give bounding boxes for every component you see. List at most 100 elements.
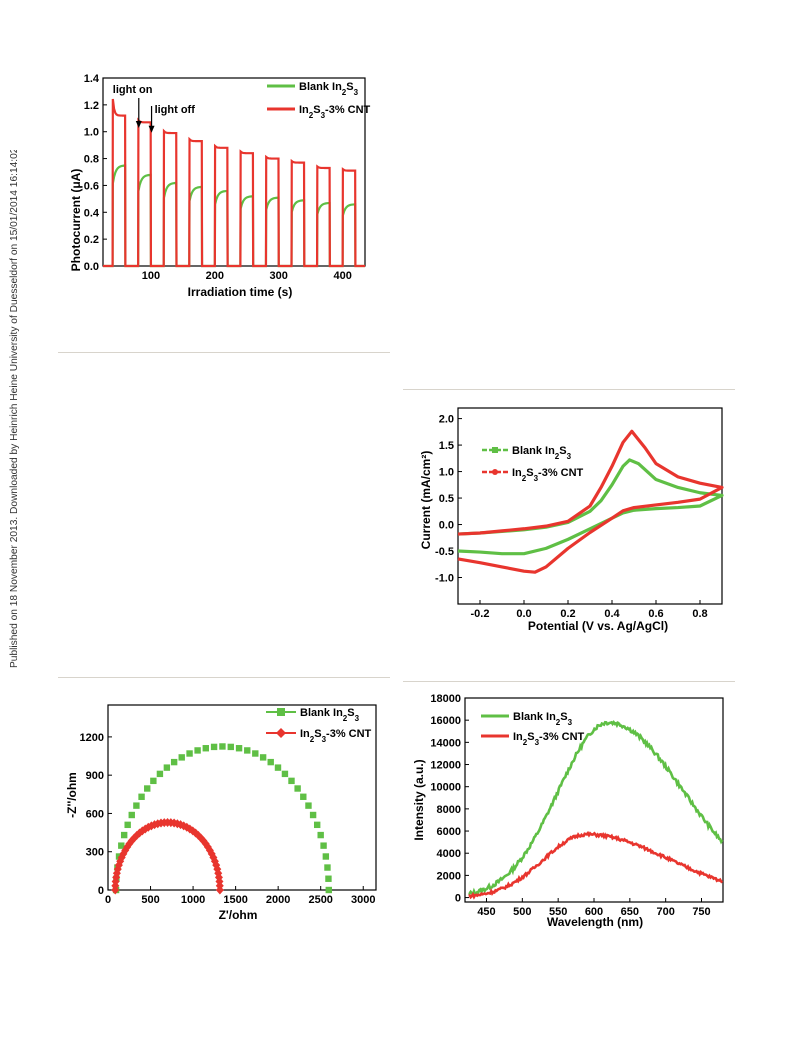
- x-tick-label: 450: [477, 906, 495, 918]
- nyquist-chart: -Z''/ohm Z'/ohm 0 500 1000 1500 2000 2500 3000…: [65, 704, 377, 922]
- x-tick-label: 0.8: [692, 608, 707, 620]
- y-tick-label: 0: [98, 885, 104, 897]
- y-tick-label: 8000: [437, 804, 461, 816]
- y-tick-label: 18000: [430, 693, 461, 705]
- x-axis-label: Z'/ohm: [219, 908, 258, 922]
- y-tick-label: 0.5: [439, 493, 454, 505]
- data-point: [213, 864, 222, 874]
- data-point: [227, 743, 234, 751]
- data-point: [133, 802, 140, 809]
- data-point: [215, 885, 224, 895]
- x-tick-label: 1000: [181, 894, 205, 906]
- x-tick-label: 2500: [308, 894, 332, 906]
- data-point: [252, 750, 259, 757]
- data-point: [205, 845, 214, 855]
- y-tick-label: 6000: [437, 826, 461, 838]
- x-tick-label: 400: [333, 270, 351, 282]
- data-point: [123, 842, 132, 852]
- legend-label-blank: Blank In2S3: [299, 81, 359, 97]
- x-tick-label: 0.0: [516, 608, 531, 620]
- series-line: [457, 429, 724, 574]
- y-tick-label: 1.4: [84, 73, 100, 85]
- x-tick-label: 0: [105, 894, 111, 906]
- series-line: [103, 164, 365, 268]
- y-tick-label: 1.0: [84, 127, 99, 139]
- legend-label-cnt: In2S3-3% CNT: [512, 467, 584, 483]
- y-tick-label: 2.0: [439, 414, 454, 426]
- divider-2: [403, 389, 735, 390]
- data-point: [281, 770, 289, 778]
- y-tick-label: 10000: [430, 782, 461, 794]
- x-tick-label: 500: [513, 906, 531, 918]
- data-point: [118, 842, 125, 849]
- plot-frame: [457, 407, 723, 605]
- y-tick-label: 1200: [80, 732, 104, 744]
- divider-4: [403, 681, 735, 682]
- data-point: [128, 811, 135, 819]
- x-tick-label: 300: [270, 270, 288, 282]
- data-point: [325, 886, 332, 894]
- legend-label-blank: Blank In2S3: [513, 711, 573, 727]
- pl-chart: Intensity (a.u.) Wavelength (nm) 450 500 5…: [412, 693, 724, 929]
- data-point: [244, 747, 251, 754]
- x-axis-label: Wavelength (nm): [547, 915, 643, 929]
- y-tick-label: 0.4: [84, 207, 100, 219]
- y-tick-label: 1.5: [439, 440, 454, 452]
- data-point: [288, 777, 295, 785]
- y-axis-label: -Z''/ohm: [65, 772, 79, 818]
- data-point: [163, 764, 171, 771]
- y-tick-label: -0.5: [435, 546, 454, 558]
- x-tick-label: 0.4: [604, 608, 620, 620]
- annotation-light-off: light off: [155, 104, 196, 116]
- data-point: [210, 743, 218, 751]
- legend-label-cnt: In2S3-3% CNT: [300, 728, 372, 744]
- legend-marker: [492, 469, 498, 475]
- y-tick-label: -1.0: [435, 573, 454, 585]
- x-tick-label: 750: [692, 906, 710, 918]
- data-point: [125, 839, 134, 849]
- series-line: [468, 720, 724, 898]
- arrow-head: [148, 125, 155, 133]
- legend-label-blank: Blank In2S3: [512, 445, 572, 461]
- side-note: Published on 18 November 2013. Downloade…: [3, 145, 23, 670]
- data-point: [156, 770, 164, 778]
- y-tick-label: 600: [86, 808, 104, 820]
- data-point: [144, 785, 151, 792]
- plot-frame: [107, 704, 377, 891]
- x-axis-label: Irradiation time (s): [188, 285, 293, 299]
- x-tick-label: 0.2: [560, 608, 575, 620]
- x-tick-label: 0.6: [648, 608, 663, 620]
- y-tick-label: 0: [455, 893, 461, 905]
- arrow-head: [135, 121, 142, 129]
- data-point: [138, 793, 145, 800]
- y-tick-label: 0.6: [84, 180, 99, 192]
- data-point: [179, 821, 188, 831]
- data-point: [214, 872, 223, 882]
- data-point: [116, 856, 125, 866]
- annotation-light-on: light on: [113, 84, 153, 96]
- data-point: [219, 743, 226, 750]
- data-point: [114, 860, 123, 870]
- data-point: [202, 745, 209, 752]
- y-tick-label: 14000: [430, 737, 461, 749]
- data-point: [294, 785, 301, 792]
- legend-marker: [492, 447, 498, 453]
- data-point: [322, 853, 330, 860]
- data-point: [120, 831, 128, 839]
- photocurrent-chart: Photocurrent (μA) Irradiation time (s) 1…: [69, 73, 371, 299]
- data-point: [274, 764, 282, 771]
- x-tick-label: 3000: [351, 894, 375, 906]
- legend-marker: [276, 728, 286, 738]
- data-point: [186, 750, 193, 757]
- data-point: [267, 758, 274, 766]
- y-tick-label: 2000: [437, 870, 461, 882]
- data-point: [309, 811, 317, 819]
- y-axis-label: Current (mA/cm²): [419, 451, 433, 550]
- series-line: [103, 98, 365, 268]
- data-point: [150, 820, 159, 830]
- y-axis-label: Photocurrent (μA): [69, 169, 83, 272]
- data-point: [199, 836, 208, 846]
- data-point: [317, 831, 324, 839]
- divider-3: [58, 677, 390, 678]
- x-tick-label: 550: [549, 906, 567, 918]
